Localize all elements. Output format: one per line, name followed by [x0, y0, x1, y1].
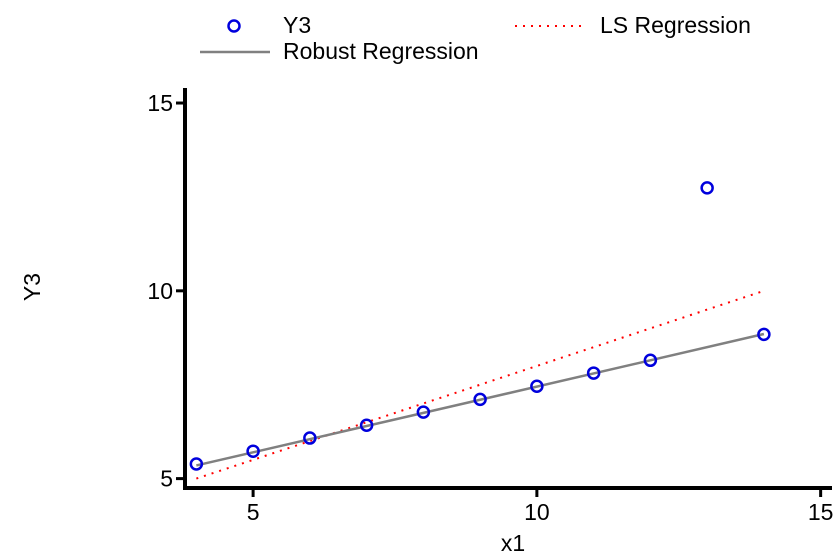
- ls-regression-line: [196, 289, 765, 480]
- y-axis-label: Y3: [19, 273, 45, 301]
- x-tick-label: 10: [524, 499, 550, 525]
- x-tick-label: 5: [247, 499, 260, 525]
- y-tick-label: 10: [147, 278, 173, 304]
- x-tick-label: 15: [808, 499, 834, 525]
- data-point: [303, 431, 317, 445]
- data-point: [530, 379, 544, 393]
- legend-label: LS Regression: [600, 12, 751, 38]
- robust-regression-line: [196, 332, 765, 467]
- legend-label: Robust Regression: [283, 38, 479, 64]
- plot-series: [189, 181, 771, 480]
- data-point: [700, 181, 714, 195]
- data-point: [586, 366, 601, 380]
- data-point: [473, 392, 487, 407]
- x-axis-label: x1: [501, 530, 525, 554]
- data-point: [359, 418, 374, 433]
- legend-marker-points: [227, 19, 241, 33]
- axes: 5 10 15 5 10 15: [147, 88, 833, 525]
- data-point: [416, 405, 431, 419]
- y-tick-label: 5: [160, 466, 173, 492]
- legend-label: Y3: [283, 12, 311, 38]
- data-point: [643, 353, 658, 368]
- y-tick-label: 15: [147, 90, 173, 116]
- data-point: [189, 457, 204, 471]
- data-point: [246, 444, 260, 458]
- data-point: [757, 327, 771, 342]
- legend: Y3 LS Regression Robust Regression: [200, 12, 751, 64]
